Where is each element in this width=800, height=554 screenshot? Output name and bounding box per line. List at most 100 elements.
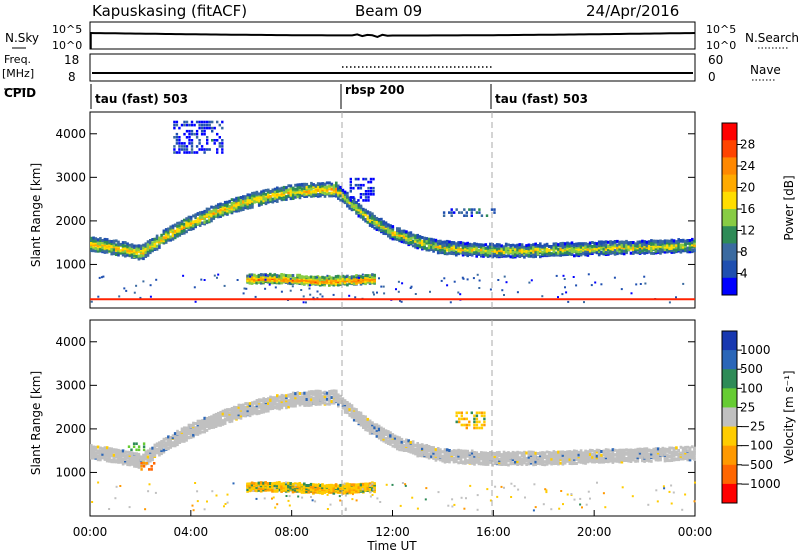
- range-cell: [101, 241, 104, 245]
- range-cell: [246, 205, 250, 209]
- range-cell: [323, 182, 327, 186]
- range-cell: [142, 257, 145, 261]
- range-cell: [461, 452, 465, 456]
- range-cell: [210, 216, 213, 220]
- range-cell: [314, 397, 318, 401]
- range-cell: [319, 187, 322, 191]
- range-cell: [636, 251, 640, 255]
- range-cell: [214, 421, 218, 425]
- range-cell: [121, 457, 125, 461]
- range-cell: [264, 406, 268, 410]
- range-cell: [303, 391, 306, 395]
- range-cell: [94, 237, 98, 241]
- range-cell: [460, 211, 463, 214]
- range-cell: [566, 450, 569, 454]
- range-cell: [552, 250, 556, 253]
- range-cell: [346, 200, 349, 204]
- range-cell: [259, 276, 263, 280]
- range-cell: [211, 126, 214, 130]
- range-cell: [607, 448, 610, 452]
- range-cell: [586, 452, 590, 456]
- range-cell: [193, 151, 196, 154]
- range-cell: [294, 398, 297, 402]
- range-cell: [217, 417, 220, 421]
- range-cell: [194, 219, 197, 223]
- range-cell: [593, 247, 596, 251]
- range-cell: [124, 458, 127, 461]
- range-cell: [142, 455, 145, 459]
- range-cell: [414, 443, 417, 447]
- range-cell: [534, 457, 537, 461]
- range-cell: [262, 400, 265, 404]
- range-cell: [480, 253, 483, 256]
- range-cell: [149, 241, 152, 245]
- range-cell: [164, 228, 168, 232]
- range-cell: [552, 253, 556, 257]
- range-cell: [634, 246, 637, 250]
- range-cell: [391, 231, 395, 235]
- range-cell: [321, 295, 324, 298]
- range-cell: [242, 410, 245, 414]
- range-cell: [262, 192, 265, 196]
- range-cell: [173, 234, 177, 237]
- range-cell: [246, 279, 249, 282]
- range-cell: [337, 283, 340, 287]
- range-cell: [212, 418, 216, 422]
- range-cell: [477, 250, 481, 254]
- range-cell: [235, 196, 238, 200]
- range-cell: [539, 255, 542, 259]
- range-cell: [248, 406, 252, 410]
- range-cell: [611, 240, 615, 244]
- range-cell: [407, 445, 410, 449]
- range-cell: [255, 192, 259, 196]
- range-cell: [529, 251, 533, 255]
- range-cell: [372, 186, 375, 190]
- range-cell: [604, 458, 608, 461]
- range-cell: [630, 292, 633, 295]
- range-cell: [613, 243, 617, 247]
- range-cell: [175, 132, 179, 136]
- station-title: Kapuskasing (fitACF): [92, 2, 247, 20]
- range-cell: [312, 185, 315, 189]
- range-cell: [459, 459, 463, 463]
- range-cell: [248, 402, 252, 406]
- range-cell: [162, 437, 166, 441]
- range-cell: [452, 449, 456, 453]
- range-cell: [343, 277, 347, 281]
- range-cell: [96, 445, 100, 449]
- range-cell: [262, 279, 265, 283]
- range-cell: [602, 459, 606, 463]
- range-cell: [461, 241, 465, 245]
- range-cell: [423, 236, 426, 240]
- range-cell: [339, 400, 342, 404]
- range-cell: [466, 251, 469, 255]
- range-cell: [269, 272, 272, 276]
- range-cell: [110, 247, 113, 251]
- range-cell: [629, 448, 633, 452]
- range-cell: [393, 231, 397, 235]
- range-cell: [432, 245, 435, 249]
- range-cell: [117, 242, 120, 246]
- range-cell: [352, 275, 356, 279]
- range-cell: [609, 249, 612, 253]
- range-cell: [92, 456, 95, 460]
- range-cell: [223, 210, 227, 214]
- range-cell: [529, 246, 533, 250]
- range-cell: [264, 409, 268, 413]
- range-cell: [235, 201, 238, 205]
- range-cell: [382, 431, 385, 435]
- range-cell: [242, 203, 245, 207]
- cpid-label: CPID: [4, 86, 36, 100]
- range-cell: [597, 453, 601, 457]
- noise-right-label: N.Search: [745, 31, 799, 45]
- range-cell: [607, 244, 610, 248]
- range-cell: [112, 251, 116, 255]
- range-cell: [126, 249, 129, 253]
- range-cell: [121, 460, 125, 464]
- range-cell: [529, 452, 533, 456]
- range-cell: [600, 244, 603, 248]
- range-cell: [160, 236, 163, 240]
- range-cell: [352, 416, 356, 420]
- range-cell: [133, 291, 136, 294]
- range-cell: [189, 215, 193, 219]
